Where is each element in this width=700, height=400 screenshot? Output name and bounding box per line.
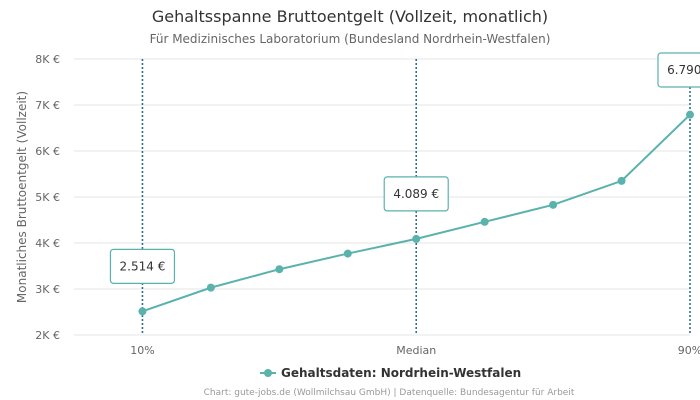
data-point[interactable]: [412, 234, 421, 243]
y-tick-label: 6K €: [35, 145, 60, 158]
value-callouts: 2.514 € 4.089 € 6.790 €: [109, 52, 700, 284]
callout-label: 2.514 €: [120, 259, 166, 273]
series-group: [138, 110, 694, 316]
value-callout: 6.790 €: [657, 52, 700, 88]
data-point[interactable]: [686, 110, 694, 119]
x-tick-label: Median: [396, 344, 436, 357]
legend-label: Gehaltsdaten: Nordrhein-Westfalen: [281, 366, 521, 380]
x-tick-label: 90%: [678, 344, 700, 357]
y-axis-title: Monatliches Bruttoentgelt (Vollzeit): [15, 91, 29, 303]
legend-marker: [264, 369, 272, 377]
callout-box: [109, 248, 176, 284]
callout-box: [657, 52, 700, 88]
x-tick-label: 10%: [130, 344, 154, 357]
value-callout: 2.514 €: [109, 248, 176, 284]
y-axis-labels: 2K € 3K € 4K € 5K € 6K € 7K € 8K €: [35, 53, 60, 342]
y-tick-label: 7K €: [35, 99, 60, 112]
callout-box: [383, 176, 449, 212]
gridlines: [74, 58, 690, 336]
x-axis-labels: 10% Median 90%: [130, 344, 700, 357]
data-point[interactable]: [617, 176, 626, 185]
data-point[interactable]: [138, 307, 147, 316]
data-point[interactable]: [480, 217, 489, 226]
value-callout: 4.089 €: [383, 176, 449, 212]
y-tick-label: 2K €: [35, 329, 60, 342]
data-point[interactable]: [549, 200, 558, 209]
data-point[interactable]: [343, 249, 352, 258]
chart-title: Gehaltsspanne Bruttoentgelt (Vollzeit, m…: [152, 7, 548, 26]
legend[interactable]: Gehaltsdaten: Nordrhein-Westfalen: [260, 366, 521, 380]
callout-label: 4.089 €: [393, 187, 439, 201]
y-tick-label: 3K €: [35, 283, 60, 296]
y-tick-label: 8K €: [35, 53, 60, 66]
chart-subtitle: Für Medizinisches Laboratorium (Bundesla…: [150, 32, 551, 46]
y-tick-label: 4K €: [35, 237, 60, 250]
callout-label: 6.790 €: [667, 63, 700, 77]
data-point[interactable]: [275, 265, 284, 274]
chart-credits: Chart: gute-jobs.de (Wollmilchsau GmbH) …: [204, 388, 575, 398]
data-point[interactable]: [206, 283, 215, 292]
y-tick-label: 5K €: [35, 191, 60, 204]
